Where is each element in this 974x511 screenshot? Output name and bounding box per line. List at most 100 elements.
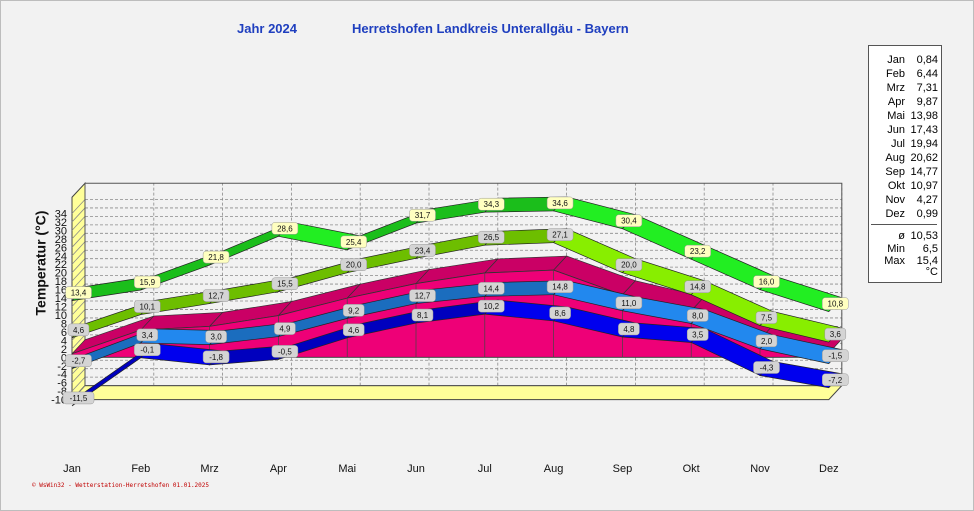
max_avg-data-label-bg <box>755 311 778 324</box>
month-mean-row: Dez 0,99 <box>869 208 941 222</box>
min_abs-data-label: 8,1 <box>417 311 429 320</box>
month-mean-value: 17,43 <box>910 124 938 136</box>
min_avg-data-label: 3,0 <box>211 333 223 342</box>
max_avg-data-label: 15,5 <box>277 280 293 289</box>
min_avg-data-label: 4,9 <box>279 325 291 334</box>
max_abs-data-label: 13,4 <box>71 289 87 298</box>
grid-line-wall <box>71 249 86 265</box>
min_avg-data-label-bg <box>136 328 159 342</box>
min_abs-data-label-bg <box>202 350 230 364</box>
max_avg-data-label: 23,4 <box>415 246 431 255</box>
x-tick-label: Feb <box>131 463 150 475</box>
x-tick-label: Dez <box>819 463 839 475</box>
month-mean-row: Jan 0,84 <box>869 54 941 68</box>
y-tick-label: 0 <box>61 352 67 364</box>
max_abs-data-label: 10,8 <box>828 300 844 309</box>
max_avg-data-label: 20,0 <box>346 261 362 270</box>
month-mean-label: Jan <box>887 54 905 66</box>
max_avg-data-label-bg <box>340 258 367 271</box>
grid-line-wall <box>71 368 86 383</box>
y-tick-label: 10 <box>55 310 67 322</box>
y-tick-label: 8 <box>61 318 67 330</box>
min_avg-data-label-bg <box>755 334 778 348</box>
x-tick-label: Sep <box>613 463 633 475</box>
min_avg-data-label: -2,7 <box>72 357 86 366</box>
month-mean-value: 6,44 <box>916 68 938 80</box>
min_avg-data-label-bg <box>409 289 436 302</box>
summary-stat-row: Min 6,5 <box>869 243 941 257</box>
chart-year-title: Jahr 2024 <box>237 21 297 36</box>
min_avg-data-label: -1,5 <box>828 352 842 361</box>
max_avg-data-label-bg <box>546 228 574 241</box>
min_avg-data-label: 14,8 <box>552 283 568 292</box>
month-mean-label: Jul <box>890 138 905 150</box>
min_avg-data-label-bg <box>205 330 227 343</box>
y-tick-label: -8 <box>57 386 67 398</box>
y-tick-label: 20 <box>55 268 67 280</box>
max_avg-data-label: 12,7 <box>208 292 224 301</box>
chart-floor <box>70 385 843 401</box>
max_avg-data-label: 7,5 <box>761 314 773 323</box>
grid-line-wall <box>71 224 86 240</box>
max_avg-data-label-bg <box>202 289 230 302</box>
min_avg-data-label-bg <box>822 349 849 362</box>
max_avg-data-label-bg <box>824 327 847 341</box>
grid-line-wall <box>71 258 86 273</box>
y-tick-label: -2 <box>57 361 67 373</box>
min_avg-data-label: 2,0 <box>761 337 773 346</box>
x-tick-label: Jan <box>63 463 81 475</box>
max_abs-data-label: 28,6 <box>277 224 293 233</box>
summary-unit-row: °C <box>869 266 941 280</box>
x-tick-label: Aug <box>544 463 564 475</box>
min_abs-data-label-bg <box>271 345 299 358</box>
y-tick-label: -6 <box>57 378 67 390</box>
min_abs-data-label-bg <box>411 308 434 322</box>
min_avg-data-label: 14,4 <box>484 284 500 293</box>
x-tick-label: Mai <box>338 463 356 475</box>
month-mean-value: 13,98 <box>910 110 938 122</box>
month-mean-label: Sep <box>885 166 905 178</box>
month-mean-label: Feb <box>886 68 905 80</box>
max_abs-data-label-bg <box>134 275 161 289</box>
y-tick-label: 24 <box>55 251 67 263</box>
month-mean-value: 19,94 <box>910 138 938 150</box>
max_abs-data-label-bg <box>753 275 780 288</box>
max_avg-data-label-bg <box>409 244 436 257</box>
month-mean-value: 10,97 <box>910 180 938 192</box>
min_abs-data-label-bg <box>686 328 709 341</box>
min_avg-data-label: 8,0 <box>692 311 704 320</box>
min_avg-data-label-bg <box>274 322 296 335</box>
x-tick-label: Apr <box>270 463 287 475</box>
x-tick-label: Jul <box>478 463 492 475</box>
y-tick-label: 26 <box>55 242 67 254</box>
max_abs-data-label: 31,7 <box>415 211 431 220</box>
min_abs-data-label: -0,1 <box>140 346 154 355</box>
monthly-mean-box: Jan 0,84 Feb 6,44 Mrz 7,31 Apr 9,87 Mai 13,98 Jun 1… <box>868 45 942 283</box>
month-mean-row: Mai 13,98 <box>869 110 941 124</box>
max_avg-data-label: 14,8 <box>690 283 706 292</box>
max_abs-data-label: 15,9 <box>140 278 156 287</box>
summary-stat-value: 15,4 <box>916 255 938 267</box>
summary-unit: °C <box>925 266 938 278</box>
max_abs-data-label: 16,0 <box>759 278 775 287</box>
max_abs-data-label-bg <box>409 208 436 222</box>
month-mean-label: Dez <box>885 208 905 220</box>
max_abs-data-label-bg <box>340 235 367 249</box>
month-mean-row: Jun 17,43 <box>869 124 941 138</box>
month-mean-value: 7,31 <box>916 82 938 94</box>
min_avg-data-label-bg <box>65 354 92 367</box>
min_abs-data-label: 4,6 <box>348 326 360 335</box>
y-tick-label: 34 <box>55 208 67 220</box>
min_abs-data-label: -7,2 <box>828 376 842 385</box>
min_abs-data-label-bg <box>478 299 505 313</box>
summary-separator <box>871 224 937 225</box>
min_avg-data-label: 11,0 <box>621 299 637 308</box>
max_avg-data-label-bg <box>478 230 505 244</box>
min_avg-data-label-bg <box>615 296 643 310</box>
x-tick-label: Jun <box>407 463 425 475</box>
max_avg-data-label: 3,6 <box>830 330 842 339</box>
month-mean-row: Jul 19,94 <box>869 138 941 152</box>
grid-line-wall <box>71 216 86 231</box>
min_avg-data-label: 9,2 <box>348 306 360 315</box>
month-mean-row: Feb 6,44 <box>869 68 941 82</box>
